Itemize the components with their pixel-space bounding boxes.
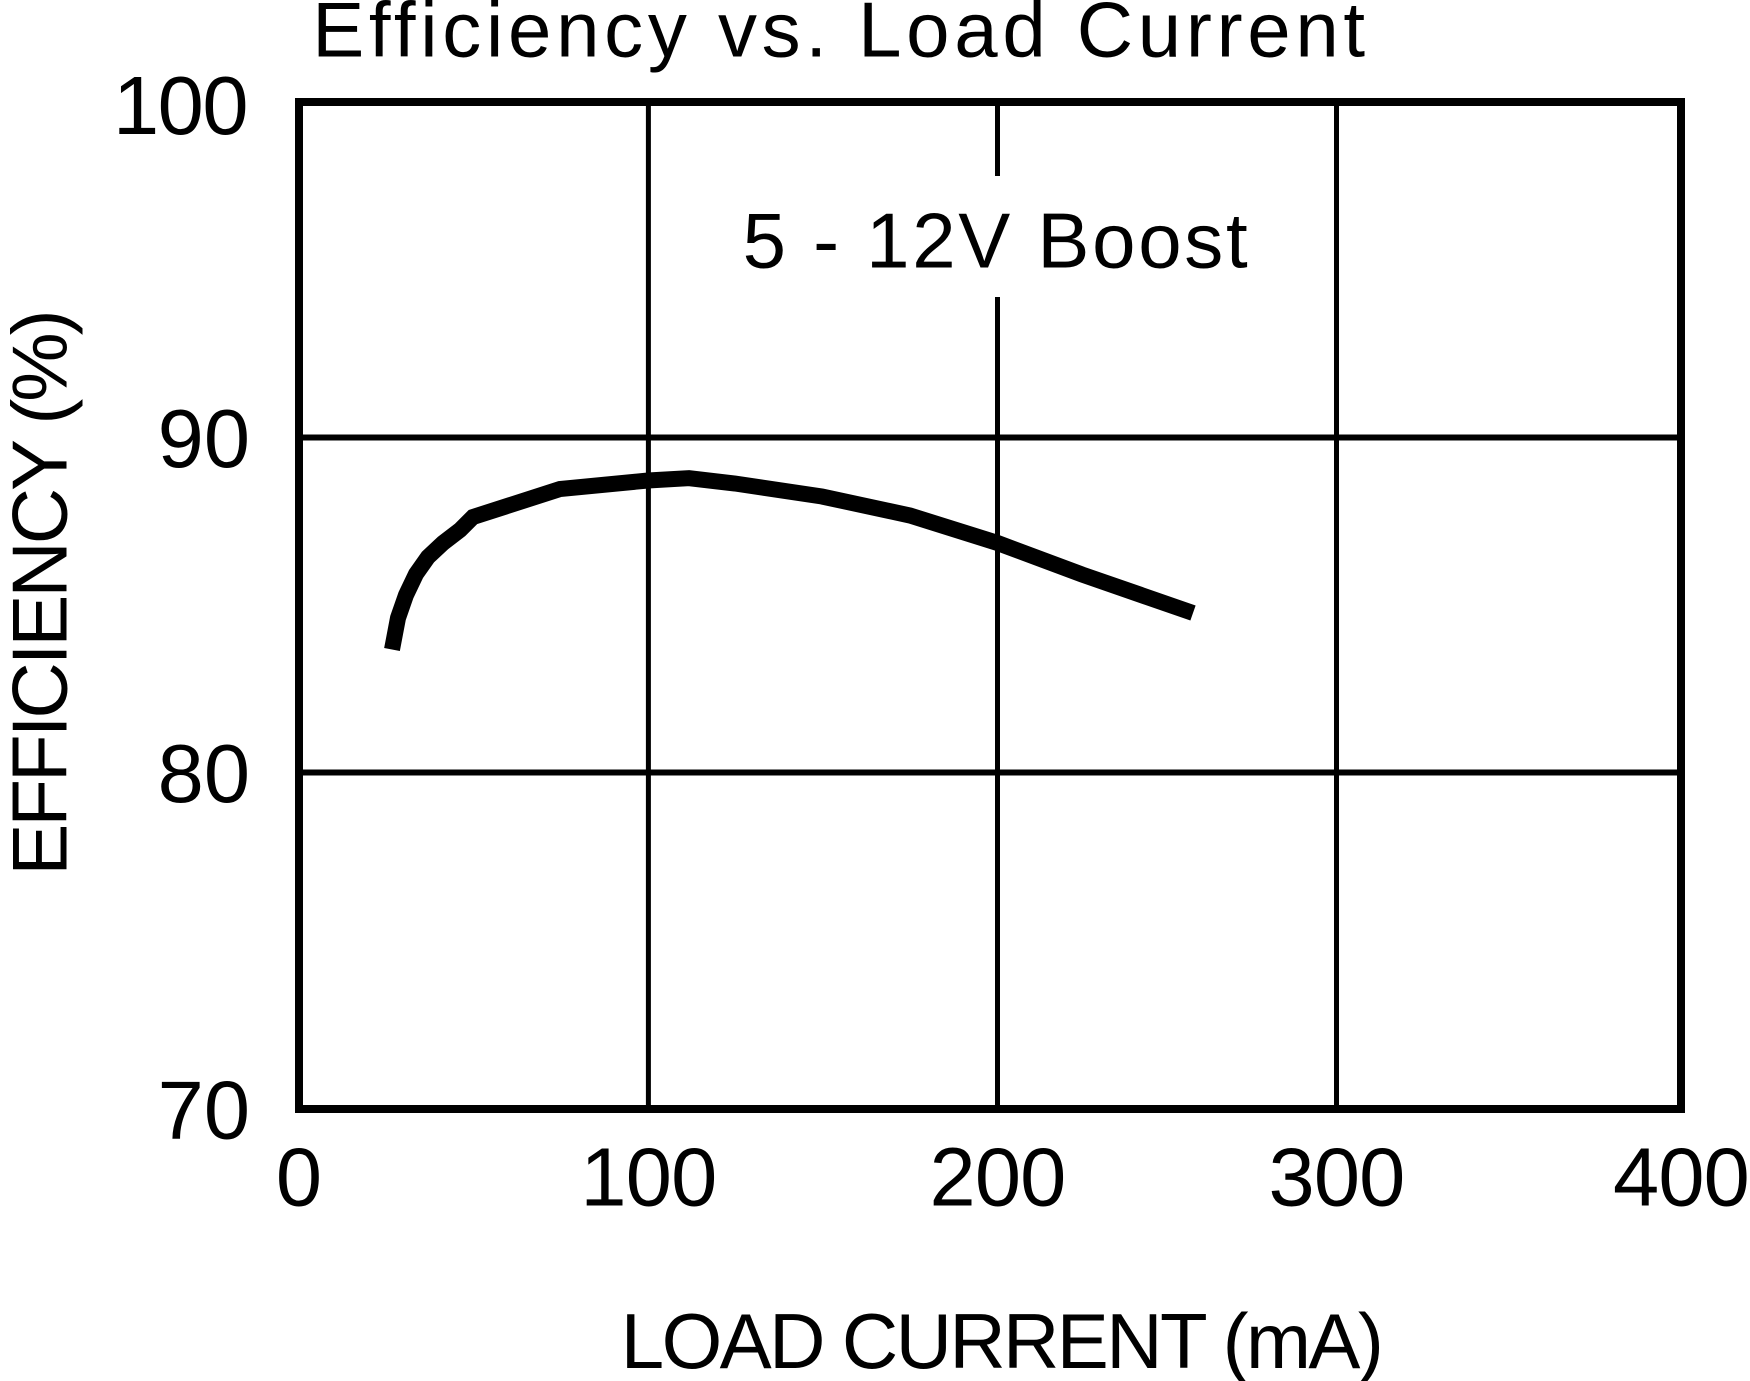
svg-text:0: 0 [276,1131,322,1224]
svg-text:90: 90 [158,392,250,485]
svg-text:80: 80 [158,727,250,820]
svg-text:100: 100 [113,59,247,152]
svg-text:EFFICIENCY (%): EFFICIENCY (%) [0,312,84,875]
svg-text:400: 400 [1613,1131,1749,1224]
svg-text:5 - 12V Boost: 5 - 12V Boost [743,197,1251,285]
svg-text:300: 300 [1268,1131,1404,1224]
svg-text:70: 70 [158,1064,250,1157]
svg-text:200: 200 [929,1131,1065,1224]
svg-text:LOAD CURRENT (mA): LOAD CURRENT (mA) [621,1297,1381,1381]
svg-text:Efficiency vs. Load Current: Efficiency vs. Load Current [312,0,1370,74]
svg-text:100: 100 [580,1131,716,1224]
